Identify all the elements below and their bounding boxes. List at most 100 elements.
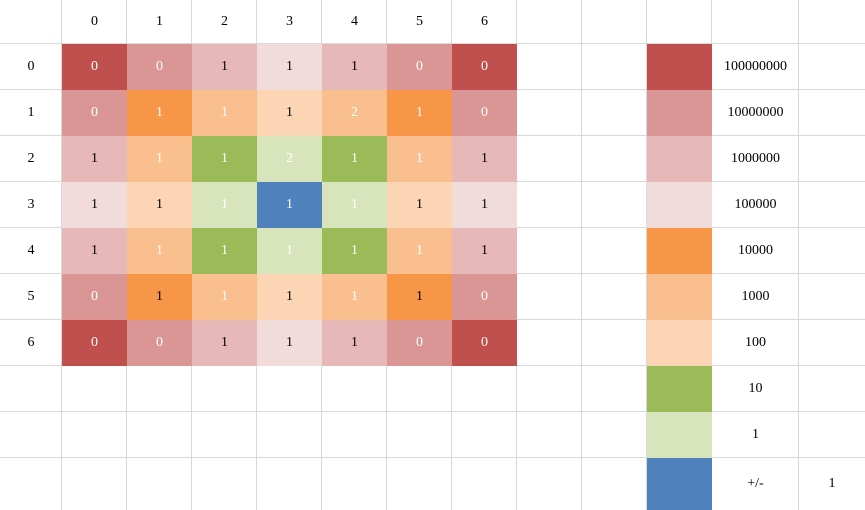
empty-cell[interactable] [582,44,647,90]
heatmap-cell[interactable]: 1 [257,44,322,90]
empty-cell[interactable] [257,366,322,412]
empty-cell[interactable] [387,412,452,458]
empty-cell[interactable] [517,90,582,136]
heatmap-cell[interactable]: 0 [387,320,452,366]
empty-cell[interactable] [582,0,647,44]
heatmap-cell[interactable]: 1 [257,228,322,274]
empty-cell[interactable] [712,0,799,44]
heatmap-cell[interactable]: 1 [127,182,192,228]
empty-cell[interactable] [799,0,865,44]
heatmap-cell[interactable]: 0 [452,44,517,90]
empty-cell[interactable] [257,412,322,458]
heatmap-cell[interactable]: 2 [322,90,387,136]
legend-label[interactable]: 1 [752,427,759,442]
heatmap-cell[interactable]: 1 [192,228,257,274]
empty-cell[interactable] [517,412,582,458]
empty-cell[interactable] [322,366,387,412]
empty-cell[interactable] [517,366,582,412]
empty-cell[interactable] [322,458,387,510]
heatmap-cell[interactable]: 1 [322,182,387,228]
empty-cell[interactable] [582,458,647,510]
legend-swatch[interactable] [647,136,712,182]
empty-cell[interactable] [452,366,517,412]
empty-cell[interactable] [517,320,582,366]
legend-label[interactable]: 100000000 [724,59,787,74]
empty-cell[interactable] [799,320,865,366]
legend-swatch[interactable] [647,90,712,136]
empty-cell[interactable] [517,228,582,274]
empty-cell[interactable] [799,136,865,182]
legend-swatch[interactable] [647,44,712,90]
legend-label[interactable]: 10000 [738,243,773,258]
heatmap-cell[interactable]: 1 [322,136,387,182]
empty-cell[interactable] [799,44,865,90]
heatmap-cell[interactable]: 1 [257,90,322,136]
heatmap-cell[interactable]: 2 [257,136,322,182]
empty-cell[interactable] [62,458,127,510]
heatmap-cell[interactable]: 1 [62,182,127,228]
heatmap-cell[interactable]: 1 [192,320,257,366]
legend-swatch[interactable] [647,320,712,366]
empty-cell[interactable] [517,44,582,90]
legend-label[interactable]: 1000000 [731,151,780,166]
heatmap-cell[interactable]: 1 [387,136,452,182]
heatmap-cell[interactable]: 0 [62,274,127,320]
empty-cell[interactable] [62,366,127,412]
legend-label[interactable]: 100000 [734,197,777,212]
heatmap-cell[interactable]: 0 [452,274,517,320]
legend-swatch[interactable] [647,458,712,510]
heatmap-cell[interactable]: 1 [192,136,257,182]
empty-cell[interactable] [799,366,865,412]
heatmap-cell[interactable]: 1 [257,274,322,320]
sign-value-cell[interactable]: 1 [828,476,836,491]
heatmap-cell[interactable]: 0 [387,44,452,90]
heatmap-cell[interactable]: 1 [192,182,257,228]
legend-swatch[interactable] [647,182,712,228]
heatmap-cell[interactable]: 0 [62,44,127,90]
empty-cell[interactable] [452,458,517,510]
heatmap-cell[interactable]: 1 [192,90,257,136]
empty-cell[interactable] [799,182,865,228]
empty-cell[interactable] [799,274,865,320]
legend-swatch[interactable] [647,274,712,320]
empty-cell[interactable] [582,136,647,182]
heatmap-cell[interactable]: 1 [322,274,387,320]
legend-label[interactable]: 100 [745,335,766,350]
empty-cell[interactable] [582,320,647,366]
empty-cell[interactable] [582,366,647,412]
empty-cell[interactable] [799,412,865,458]
heatmap-cell[interactable]: 1 [387,228,452,274]
empty-cell[interactable] [62,412,127,458]
heatmap-cell[interactable]: 1 [452,136,517,182]
empty-cell[interactable] [517,274,582,320]
heatmap-cell[interactable]: 0 [62,90,127,136]
empty-cell[interactable] [192,458,257,510]
heatmap-cell[interactable]: 1 [452,228,517,274]
empty-cell[interactable] [127,412,192,458]
legend-swatch[interactable] [647,228,712,274]
empty-cell[interactable] [452,412,517,458]
empty-cell[interactable] [582,228,647,274]
heatmap-cell[interactable]: 0 [127,320,192,366]
heatmap-cell[interactable]: 1 [127,136,192,182]
heatmap-cell[interactable]: 1 [192,274,257,320]
heatmap-cell[interactable]: 1 [127,90,192,136]
legend-label[interactable]: 10 [748,381,763,396]
legend-label[interactable]: 10000000 [727,105,784,120]
legend-swatch[interactable] [647,366,712,412]
empty-cell[interactable] [582,90,647,136]
heatmap-cell[interactable]: 1 [387,90,452,136]
heatmap-cell[interactable]: 1 [452,182,517,228]
heatmap-cell[interactable]: 1 [257,182,322,228]
empty-cell[interactable] [127,366,192,412]
empty-cell[interactable] [192,366,257,412]
legend-label[interactable]: 1000 [741,289,770,304]
empty-cell[interactable] [799,228,865,274]
heatmap-cell[interactable]: 1 [322,228,387,274]
heatmap-cell[interactable]: 0 [452,320,517,366]
empty-cell[interactable] [257,458,322,510]
empty-cell[interactable] [127,458,192,510]
legend-label[interactable]: +/- [747,476,764,491]
heatmap-cell[interactable]: 0 [452,90,517,136]
empty-cell[interactable] [647,0,712,44]
